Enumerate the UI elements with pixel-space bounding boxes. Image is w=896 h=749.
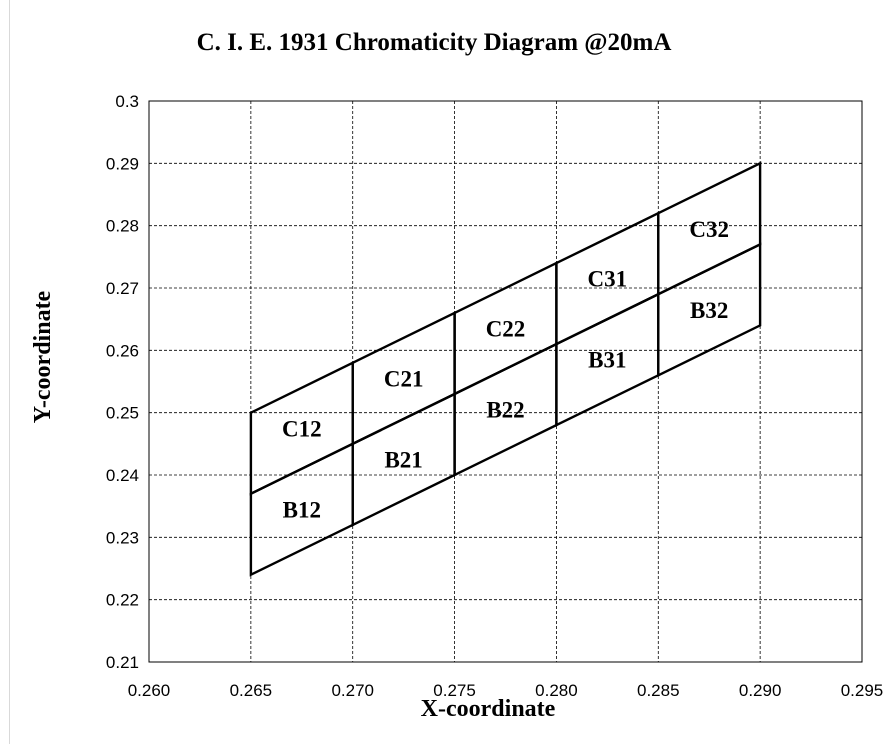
y-tick-label: 0.22 xyxy=(106,591,139,610)
left-edge-rule xyxy=(9,0,10,744)
bin-label-b31: B31 xyxy=(588,348,626,373)
bin-region-b32 xyxy=(657,242,762,378)
plot-area-frame xyxy=(148,100,863,663)
y-tick-label: 0.23 xyxy=(106,528,139,547)
x-tick-labels: 0.260 0.265 0.270 0.275 0.280 0.285 0.290 0.295 xyxy=(128,681,884,700)
x-tick-label: 0.290 xyxy=(739,681,782,700)
y-tick-label: 0.29 xyxy=(106,154,139,173)
bin-label-c21: C21 xyxy=(384,366,424,391)
x-tick-label: 0.260 xyxy=(128,681,171,700)
x-tick-label: 0.280 xyxy=(535,681,578,700)
x-tick-label: 0.270 xyxy=(331,681,374,700)
y-tick-label: 0.25 xyxy=(106,404,139,423)
x-axis-title: X-coordinate xyxy=(421,696,556,722)
y-tick-label: 0.28 xyxy=(106,217,139,236)
bin-regions xyxy=(249,161,762,577)
bin-label-b22: B22 xyxy=(486,398,524,423)
chart-title: C. I. E. 1931 Chromaticity Diagram @20mA xyxy=(197,29,672,56)
x-tick-label: 0.275 xyxy=(433,681,476,700)
y-tick-label: 0.21 xyxy=(106,653,139,672)
y-tick-label: 0.26 xyxy=(106,341,139,360)
bin-label-c31: C31 xyxy=(588,267,628,292)
y-tick-label: 0.24 xyxy=(106,466,139,485)
bin-labels: C12 C21 C22 C31 C32 B12 B21 B22 B31 B32 xyxy=(282,217,729,522)
bin-label-b32: B32 xyxy=(690,298,728,323)
bin-label-c22: C22 xyxy=(486,317,526,342)
y-tick-label: 0.3 xyxy=(115,92,139,111)
bin-label-c12: C12 xyxy=(282,416,322,441)
bin-label-b21: B21 xyxy=(384,447,422,472)
bin-label-b12: B12 xyxy=(283,497,321,522)
x-tick-label: 0.295 xyxy=(841,681,884,700)
y-axis-title: Y-coordinate xyxy=(30,290,56,423)
y-tick-label: 0.27 xyxy=(106,279,139,298)
y-tick-labels: 0.3 0.29 0.28 0.27 0.26 0.25 0.24 0.23 0.22 0.21 xyxy=(106,92,139,672)
bin-label-c32: C32 xyxy=(689,217,729,242)
x-tick-label: 0.285 xyxy=(637,681,680,700)
grid-layer xyxy=(149,101,862,662)
x-tick-label: 0.265 xyxy=(230,681,273,700)
